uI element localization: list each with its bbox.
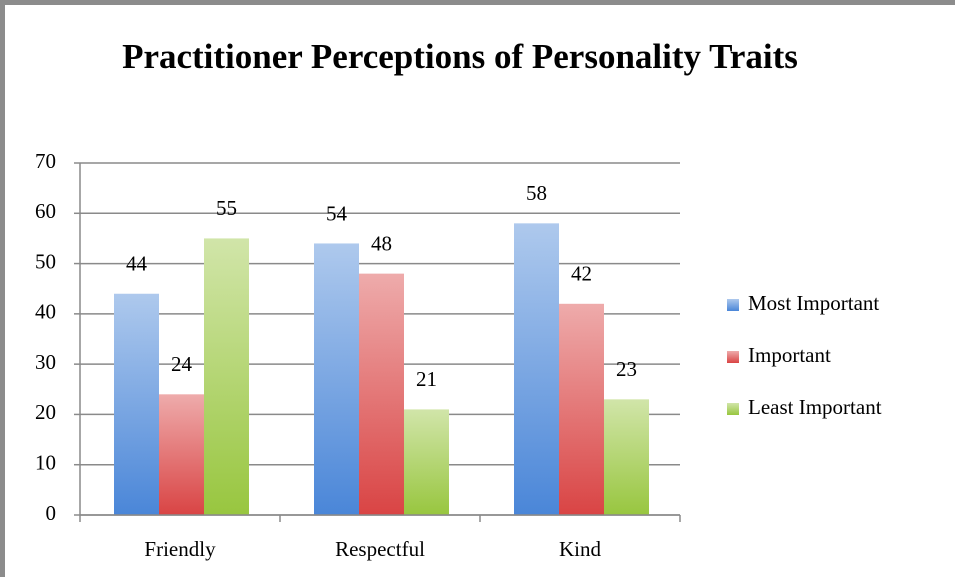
y-tick-label: 60 — [35, 199, 56, 223]
bar — [159, 394, 204, 515]
data-label: 42 — [571, 262, 592, 286]
legend-label: Important — [748, 343, 831, 367]
bar — [404, 409, 449, 515]
y-tick-label: 50 — [35, 249, 56, 273]
y-tick-label: 30 — [35, 350, 56, 374]
data-label: 58 — [526, 181, 547, 205]
data-label: 24 — [171, 352, 193, 376]
y-tick-label: 20 — [35, 400, 56, 424]
data-label: 23 — [616, 357, 637, 381]
bar — [314, 243, 359, 515]
x-tick-label: Respectful — [335, 537, 425, 561]
x-tick-label: Kind — [559, 537, 602, 561]
bar — [204, 238, 249, 515]
legend-swatch — [727, 403, 739, 415]
y-tick-label: 0 — [46, 501, 57, 525]
data-label: 44 — [126, 252, 148, 276]
legend-swatch — [727, 299, 739, 311]
bar — [604, 399, 649, 515]
chart-title: Practitioner Perceptions of Personality … — [122, 37, 798, 76]
x-tick-label: Friendly — [144, 537, 216, 561]
legend-label: Least Important — [748, 395, 882, 419]
data-label: 54 — [326, 201, 348, 225]
y-tick-label: 10 — [35, 451, 56, 475]
y-tick-label: 70 — [35, 149, 56, 173]
bar — [559, 303, 604, 515]
bar — [114, 293, 159, 515]
bar — [359, 273, 404, 515]
bar — [514, 223, 559, 516]
y-tick-label: 40 — [35, 300, 56, 324]
data-label: 21 — [416, 367, 437, 391]
legend-swatch — [727, 351, 739, 363]
data-label: 48 — [371, 231, 392, 255]
data-label: 55 — [216, 196, 237, 220]
legend-label: Most Important — [748, 291, 879, 315]
